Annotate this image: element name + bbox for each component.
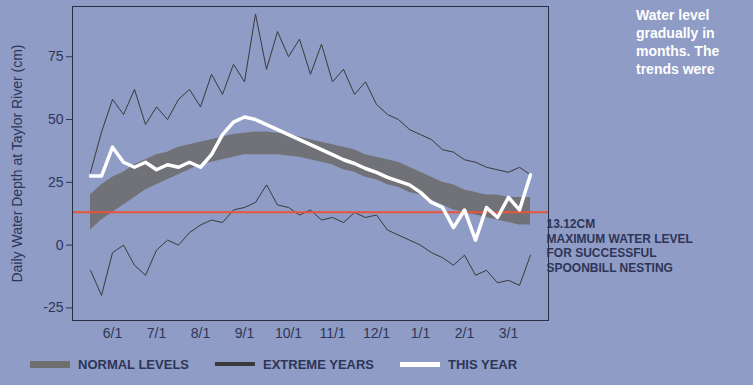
html-text:EXTREME YEARS: EXTREME YEARS — [263, 356, 374, 372]
svg-text:25: 25 — [48, 174, 64, 190]
svg-text:1/1: 1/1 — [411, 325, 431, 341]
svg-text:50: 50 — [48, 111, 64, 127]
svg-text:7/1: 7/1 — [147, 325, 167, 341]
svg-text:8/1: 8/1 — [191, 325, 211, 341]
svg-text:2/1: 2/1 — [455, 325, 475, 341]
svg-text:0: 0 — [56, 237, 64, 253]
svg-text:6/1: 6/1 — [103, 325, 123, 341]
html-text:gradually in: gradually in — [636, 25, 715, 41]
svg-text:10/1: 10/1 — [275, 325, 302, 341]
html-text:trends were: trends were — [636, 61, 715, 77]
html-text:THIS YEAR: THIS YEAR — [448, 356, 518, 372]
html-text:months. The: months. The — [636, 43, 720, 59]
svg-text:11/1: 11/1 — [319, 325, 345, 341]
svg-text:75: 75 — [48, 48, 64, 64]
html-text:Water level: Water level — [636, 7, 710, 23]
svg-text:3/1: 3/1 — [499, 325, 519, 341]
html-text:NORMAL LEVELS: NORMAL LEVELS — [78, 356, 189, 372]
svg-text:13.12CMMAXIMUM WATER LEVELFOR: 13.12CMMAXIMUM WATER LEVELFOR SUCCESSFUL… — [547, 217, 693, 274]
svg-text:Daily Water Depth at Taylor Ri: Daily Water Depth at Taylor River (cm) — [9, 44, 25, 282]
svg-text:-25: -25 — [43, 299, 63, 315]
svg-text:12/1: 12/1 — [363, 325, 390, 341]
svg-text:9/1: 9/1 — [235, 325, 255, 341]
